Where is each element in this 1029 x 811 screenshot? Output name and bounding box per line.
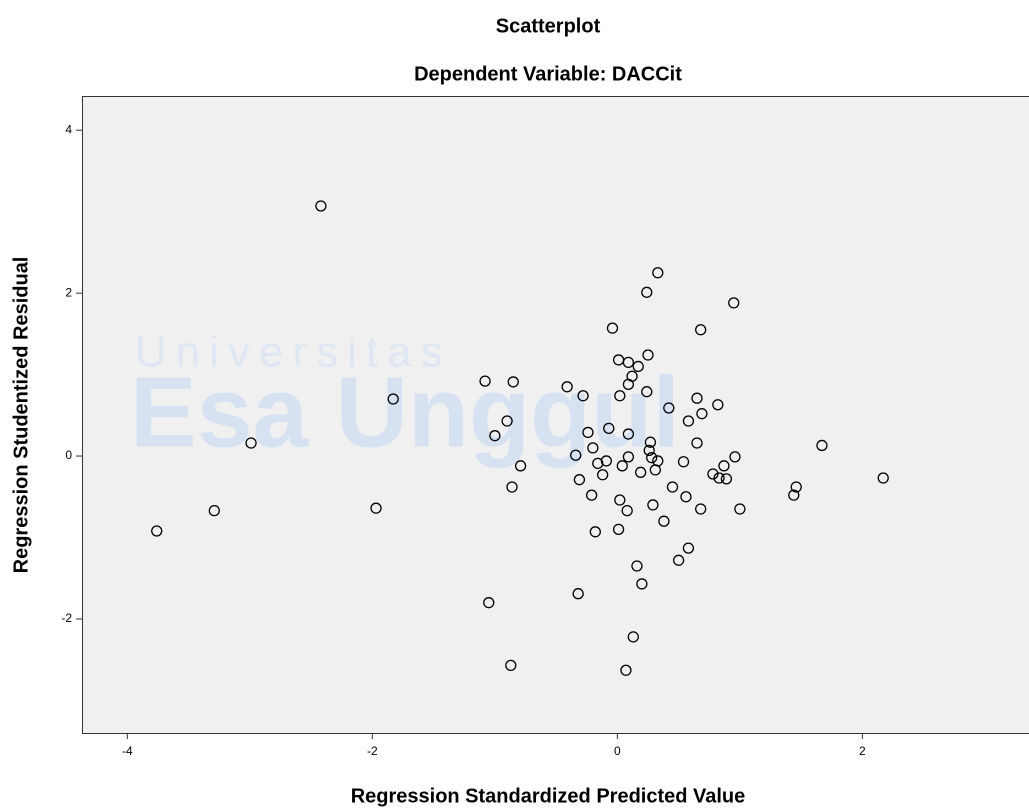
chart-title: Scatterplot [496, 15, 601, 37]
y-tick-label: 2 [65, 285, 72, 299]
x-axis-title: Regression Standardized Predicted Value [351, 785, 746, 807]
y-axis-title: Regression Studentized Residual [10, 257, 32, 574]
chart: Scatterplot Dependent Variable: DACCit R… [0, 0, 1029, 811]
y-tick-label: -2 [61, 611, 72, 625]
y-tick-label: 4 [65, 122, 72, 136]
x-tick-label: 0 [614, 744, 621, 758]
x-tick-label: -4 [122, 744, 133, 758]
chart-subtitle: Dependent Variable: DACCit [414, 63, 682, 85]
watermark-text: Esa Unggul [130, 356, 680, 468]
x-tick-label: 2 [859, 744, 866, 758]
x-tick-label: -2 [367, 744, 378, 758]
y-tick-label: 0 [65, 448, 72, 462]
